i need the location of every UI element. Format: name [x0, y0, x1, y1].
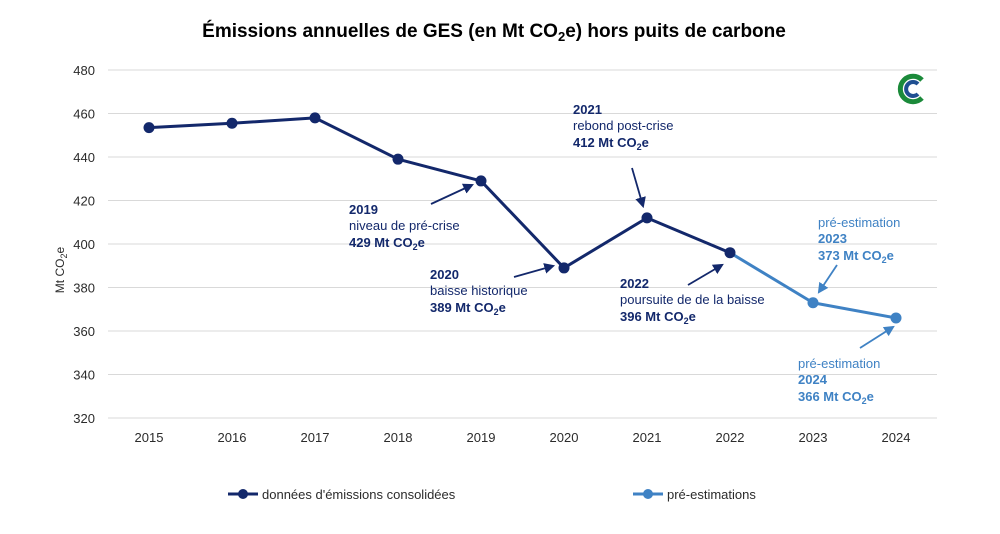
annotation-value: 429 Mt CO2e — [349, 235, 425, 252]
data-point — [226, 117, 238, 129]
annotation-arrow — [631, 167, 646, 209]
x-tick-label: 2017 — [301, 430, 330, 445]
x-tick-label: 2021 — [633, 430, 662, 445]
y-tick-label: 360 — [73, 324, 95, 339]
legend-swatch-marker — [643, 489, 653, 499]
legend-item: données d'émissions consolidées — [228, 487, 456, 502]
annotation-arrow — [430, 183, 474, 205]
x-axis-ticks: 2015 2016 2017 2018 2019 2020 2021 2022 2023 2024 — [135, 430, 911, 445]
annotation-value: 412 Mt CO2e — [573, 135, 649, 152]
annotation-value: 389 Mt CO2e — [430, 300, 506, 317]
y-tick-label: 480 — [73, 63, 95, 78]
y-tick-label: 380 — [73, 281, 95, 296]
annotation-label: poursuite de de la baisse — [620, 292, 765, 307]
annotation-arrow — [687, 263, 724, 286]
annotation-label: baisse historique — [430, 283, 528, 298]
x-tick-label: 2019 — [467, 430, 496, 445]
x-tick-label: 2023 — [799, 430, 828, 445]
gridlines — [108, 69, 937, 419]
data-point — [890, 312, 902, 324]
x-tick-label: 2020 — [550, 430, 579, 445]
annotation-label: niveau de pré-crise — [349, 218, 460, 233]
data-point — [475, 175, 487, 187]
y-tick-label: 460 — [73, 107, 95, 122]
data-point — [558, 262, 570, 274]
annotation-year: 2021 — [573, 102, 602, 117]
data-point — [807, 297, 819, 309]
x-tick-label: 2015 — [135, 430, 164, 445]
annotation-value: 366 Mt CO2e — [798, 389, 874, 406]
data-point — [392, 153, 404, 165]
legend: données d'émissions consolidées pré-estim… — [228, 487, 756, 502]
data-point — [724, 247, 736, 259]
y-tick-label: 340 — [73, 368, 95, 383]
data-point — [641, 212, 653, 224]
annotation-arrow — [513, 263, 556, 278]
legend-item: pré-estimations — [633, 487, 756, 502]
data-point — [309, 112, 321, 124]
annotation-year: 2022 — [620, 276, 649, 291]
y-axis-ticks: 320 340 360 380 400 420 440 460 480 — [73, 63, 95, 426]
y-tick-label: 440 — [73, 150, 95, 165]
x-tick-label: 2016 — [218, 430, 247, 445]
series-points — [143, 112, 902, 324]
annotation-year: 2024 — [798, 372, 828, 387]
annotation-year: 2019 — [349, 202, 378, 217]
data-point — [143, 122, 155, 134]
y-tick-label: 420 — [73, 194, 95, 209]
organization-logo-icon — [897, 73, 924, 105]
annotation-value: 396 Mt CO2e — [620, 309, 696, 326]
legend-swatch-marker — [238, 489, 248, 499]
y-tick-label: 320 — [73, 411, 95, 426]
x-tick-label: 2018 — [384, 430, 413, 445]
x-tick-label: 2024 — [882, 430, 911, 445]
x-tick-label: 2022 — [716, 430, 745, 445]
chart-title: Émissions annuelles de GES (en Mt CO2e) … — [202, 20, 786, 44]
legend-label: pré-estimations — [667, 487, 756, 502]
y-axis-label: Mt CO2e — [53, 247, 69, 294]
annotation-year: 2023 — [818, 231, 847, 246]
annotation-label: rebond post-crise — [573, 118, 673, 133]
series-line — [148, 116, 731, 270]
annotation-label: pré-estimation — [818, 215, 900, 230]
annotation-arrow — [859, 325, 895, 349]
legend-label: données d'émissions consolidées — [262, 487, 456, 502]
annotation-label: pré-estimation — [798, 356, 880, 371]
annotation-value: 373 Mt CO2e — [818, 248, 894, 265]
annotation-arrow — [817, 264, 838, 294]
annotation-year: 2020 — [430, 267, 459, 282]
y-tick-label: 400 — [73, 237, 95, 252]
